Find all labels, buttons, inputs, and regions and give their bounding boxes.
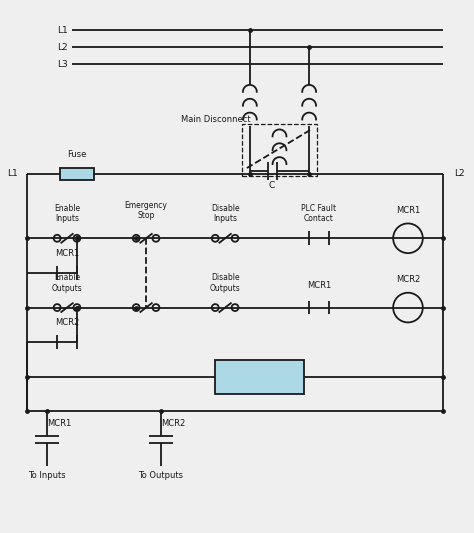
Text: To Inputs: To Inputs [28,471,66,480]
Text: MCR1: MCR1 [47,419,72,428]
Text: Disable
Inputs: Disable Inputs [211,204,239,223]
Text: L2: L2 [57,43,68,52]
Text: C: C [269,181,275,190]
Text: L1: L1 [7,169,18,179]
Text: Enable
Inputs: Enable Inputs [54,204,80,223]
Text: Disable
Outputs: Disable Outputs [210,273,240,293]
Bar [242,125,317,176]
Text: Enable
Outputs: Enable Outputs [52,273,82,293]
Text: Fuse: Fuse [67,150,87,159]
Text: PLC: PLC [245,370,274,384]
Text: MCR2: MCR2 [55,318,79,327]
Text: PLC Fault
Contact: PLC Fault Contact [301,204,337,223]
Text: MCR2: MCR2 [396,276,420,285]
Text: L2: L2 [454,169,465,179]
Text: To Outputs: To Outputs [138,471,183,480]
Text: L1: L1 [57,26,68,35]
Bar [215,360,304,394]
Text: MCR2: MCR2 [161,419,185,428]
Text: MCR1: MCR1 [396,206,420,215]
Text: MCR1: MCR1 [55,248,79,257]
Text: L3: L3 [57,60,68,69]
Text: Emergency
Stop: Emergency Stop [125,201,167,220]
Text: Main Disconnect: Main Disconnect [181,115,250,124]
Bar [60,167,94,180]
Text: MCR1: MCR1 [307,281,331,290]
